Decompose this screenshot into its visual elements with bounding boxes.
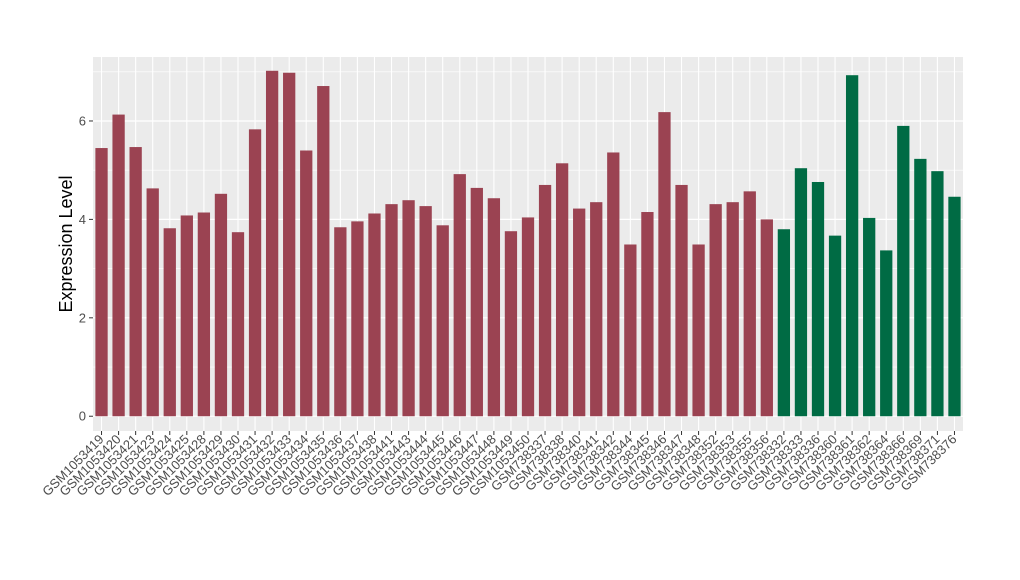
- bar-GSM1053434: [300, 150, 313, 417]
- bar-GSM738336: [811, 181, 825, 417]
- bar-GSM738361: [845, 75, 859, 417]
- bar-GSM738360: [828, 235, 842, 417]
- bar-GSM1053446: [453, 174, 466, 417]
- y-axis: 0 2 4 6: [79, 113, 93, 424]
- bar-GSM738364: [880, 250, 893, 417]
- bar-GSM738371: [931, 171, 944, 417]
- bar-GSM1053450: [521, 217, 535, 417]
- bar-GSM738346: [658, 112, 671, 417]
- bar-GSM738338: [555, 163, 569, 417]
- bar-GSM738348: [692, 244, 705, 417]
- bars: [95, 70, 961, 417]
- bar-GSM1053428: [197, 212, 211, 417]
- bar-GSM1053443: [402, 200, 415, 417]
- bar-GSM738366: [897, 125, 910, 417]
- y-tick-label: 2: [79, 310, 86, 325]
- y-axis-title: Expression Level: [56, 175, 76, 312]
- bar-GSM1053433: [283, 72, 296, 417]
- x-axis: GSM1053419GSM1053420GSM1053421GSM1053423…: [39, 431, 960, 499]
- bar-GSM738342: [607, 152, 620, 417]
- bar-GSM1053444: [419, 206, 432, 417]
- bar-GSM738337: [538, 184, 552, 417]
- bar-GSM738340: [573, 208, 586, 417]
- y-tick-label: 4: [79, 212, 86, 227]
- bar-GSM1053429: [214, 193, 228, 417]
- bar-GSM738356: [760, 219, 773, 417]
- bar-GSM738369: [914, 158, 927, 417]
- bar-GSM738355: [743, 191, 756, 417]
- bar-GSM1053430: [231, 232, 245, 417]
- bar-GSM738353: [726, 202, 739, 417]
- bar-GSM1053449: [504, 231, 518, 417]
- bar-GSM738362: [863, 217, 876, 417]
- bar-GSM1053445: [436, 225, 449, 417]
- bar-GSM1053419: [95, 148, 108, 417]
- bar-GSM1053425: [180, 215, 193, 417]
- y-tick-label: 6: [79, 113, 86, 128]
- bar-GSM738347: [675, 184, 688, 417]
- bar-GSM738344: [624, 244, 637, 417]
- bar-GSM1053437: [351, 221, 364, 417]
- bar-GSM1053436: [334, 227, 347, 417]
- bar-GSM1053423: [146, 188, 159, 417]
- bar-GSM738332: [777, 229, 791, 417]
- bar-GSM1053441: [385, 204, 398, 417]
- bar-GSM738345: [641, 212, 654, 417]
- bar-GSM1053438: [368, 213, 381, 417]
- bar-GSM738333: [794, 168, 808, 417]
- bar-GSM1053431: [248, 129, 262, 417]
- bar-GSM1053424: [163, 228, 176, 417]
- bar-GSM1053420: [112, 114, 125, 417]
- y-tick-label: 0: [79, 409, 86, 424]
- bar-GSM1053447: [470, 187, 483, 417]
- bar-GSM738352: [709, 204, 722, 417]
- bar-GSM1053432: [265, 70, 279, 417]
- bar-GSM738341: [590, 202, 603, 417]
- bar-GSM1053448: [487, 198, 501, 417]
- bar-GSM1053435: [317, 86, 330, 417]
- bar-GSM738376: [948, 196, 961, 417]
- bar-GSM1053421: [129, 147, 142, 417]
